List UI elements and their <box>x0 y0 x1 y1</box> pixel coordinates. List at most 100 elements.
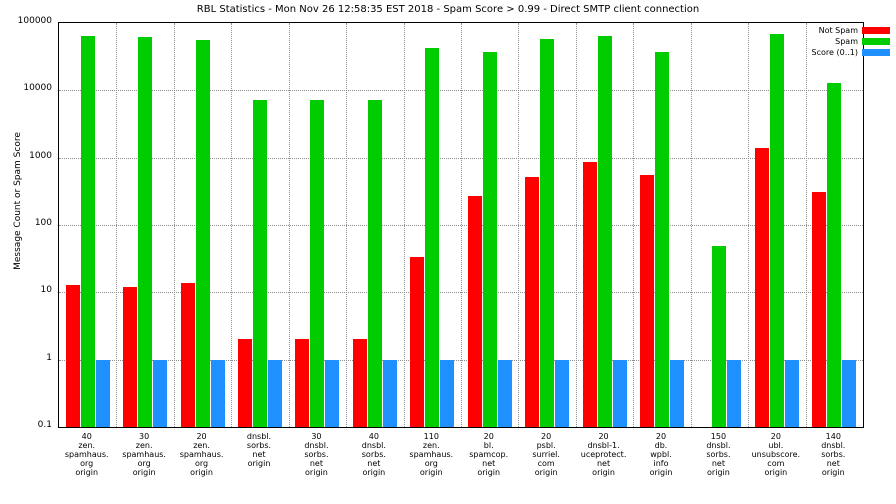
grid-line-vertical <box>231 23 233 427</box>
x-tick-label: 150 dnsbl. sorbs. net origin <box>706 432 731 477</box>
bar-not-spam <box>812 191 827 427</box>
bar-group <box>582 23 627 427</box>
grid-line-vertical <box>690 23 692 427</box>
legend-label: Not Spam <box>818 26 858 35</box>
bar-score <box>153 359 168 427</box>
bar-spam <box>827 82 842 427</box>
y-tick-label: 1000 <box>29 150 52 161</box>
grid-line-vertical <box>116 23 118 427</box>
bar-score <box>497 359 512 427</box>
x-tick-label: 30 zen. spamhaus. org origin <box>122 432 166 477</box>
bar-score <box>325 359 340 427</box>
legend-label: Spam <box>835 37 858 46</box>
bar-not-spam <box>238 339 252 427</box>
bar-score <box>842 359 857 427</box>
bar-score <box>555 359 570 427</box>
bar-group <box>295 23 340 427</box>
bar-spam <box>540 38 555 427</box>
bar-score <box>268 359 282 427</box>
grid-line-vertical <box>518 23 520 427</box>
legend-swatch <box>862 38 890 45</box>
y-tick-label: 100 <box>34 218 52 228</box>
legend-swatch <box>862 49 890 56</box>
bar-not-spam <box>754 147 769 427</box>
grid-line-vertical <box>633 23 635 427</box>
x-tick-label: 110 zen. spamhaus. org origin <box>409 432 454 477</box>
bar-not-spam <box>180 282 195 427</box>
bar-spam <box>80 35 95 427</box>
bar-not-spam <box>65 284 80 427</box>
bar-group <box>180 23 225 427</box>
legend-label: Score (0..1) <box>811 48 858 57</box>
bar-spam <box>195 39 210 427</box>
bar-score <box>612 359 627 427</box>
bar-spam <box>655 52 669 427</box>
bar-not-spam <box>295 339 310 427</box>
bar-not-spam <box>410 257 425 427</box>
bar-spam <box>310 99 325 427</box>
bar-spam <box>138 36 153 427</box>
x-tick-label: 20 dnsbl-1. uceprotect. net origin <box>580 432 627 477</box>
chart-title: RBL Statistics - Mon Nov 26 12:58:35 EST… <box>196 4 700 15</box>
x-tick-label: 20 bl. spamcop. net origin <box>469 432 509 477</box>
bar-group <box>640 23 684 427</box>
grid-line-vertical <box>461 23 462 427</box>
bar-score <box>784 359 799 427</box>
grid-line-vertical <box>403 23 405 427</box>
x-tick-label: 140 dnsbl. sorbs. net origin <box>821 432 846 477</box>
bar-score <box>382 359 397 427</box>
x-tick-label: 20 db. wpbl. info origin <box>649 432 673 477</box>
x-tick-label: 20 psbl. surriel. com origin <box>532 432 560 477</box>
bar-group <box>352 23 397 427</box>
bar-not-spam <box>123 287 138 427</box>
bar-group <box>238 23 282 427</box>
legend-entry: Spam <box>764 36 892 47</box>
grid-line-vertical <box>173 23 175 427</box>
bar-not-spam <box>525 176 540 427</box>
bar-group <box>410 23 455 427</box>
bar-group <box>65 23 110 427</box>
grid-line-vertical <box>748 23 750 427</box>
grid-line-vertical <box>346 23 348 427</box>
bar-spam <box>425 47 440 427</box>
bar-score <box>670 359 684 427</box>
x-tick-label: 40 zen. spamhaus. org origin <box>64 432 109 477</box>
bar-not-spam <box>352 339 367 427</box>
y-tick-label: 100000 <box>17 16 52 26</box>
bar-score <box>210 359 225 427</box>
bar-spam <box>712 246 727 427</box>
bar-score <box>95 359 110 427</box>
y-tick-label: 1 <box>46 352 52 363</box>
grid-line-vertical <box>288 23 290 427</box>
x-tick-label: 40 dnsbl. sorbs. net origin <box>361 432 386 477</box>
chart-legend: Not Spam Spam Score (0..1) <box>764 25 892 58</box>
legend-swatch <box>862 27 890 34</box>
x-tick-label: 20 zen. spamhaus. org origin <box>179 432 224 477</box>
bar-spam <box>769 34 784 427</box>
bar-group <box>697 23 742 427</box>
legend-entry: Not Spam <box>764 25 892 36</box>
grid-line-vertical <box>575 23 577 427</box>
bar-score <box>727 359 742 427</box>
bar-spam <box>482 52 497 427</box>
plot-inner <box>59 23 863 427</box>
bar-spam <box>597 35 612 427</box>
bar-group <box>812 23 857 427</box>
bar-not-spam <box>467 195 482 427</box>
y-tick-label: 0.1 <box>37 420 52 430</box>
bar-spam <box>367 100 382 427</box>
bar-not-spam <box>582 162 597 427</box>
legend-entry: Score (0..1) <box>764 47 892 58</box>
y-tick-label: 10000 <box>23 83 52 94</box>
y-tick-label: 10 <box>40 285 52 296</box>
grid-line-vertical <box>805 23 807 427</box>
bar-not-spam <box>640 174 654 427</box>
bar-spam <box>253 99 267 427</box>
bar-group <box>123 23 168 427</box>
bar-group <box>525 23 570 427</box>
plot-area <box>58 22 864 428</box>
bar-group <box>467 23 512 427</box>
y-axis-label: Message Count or Spam Score <box>13 132 23 270</box>
x-tick-label: 30 dnsbl. sorbs. net origin <box>304 432 329 477</box>
